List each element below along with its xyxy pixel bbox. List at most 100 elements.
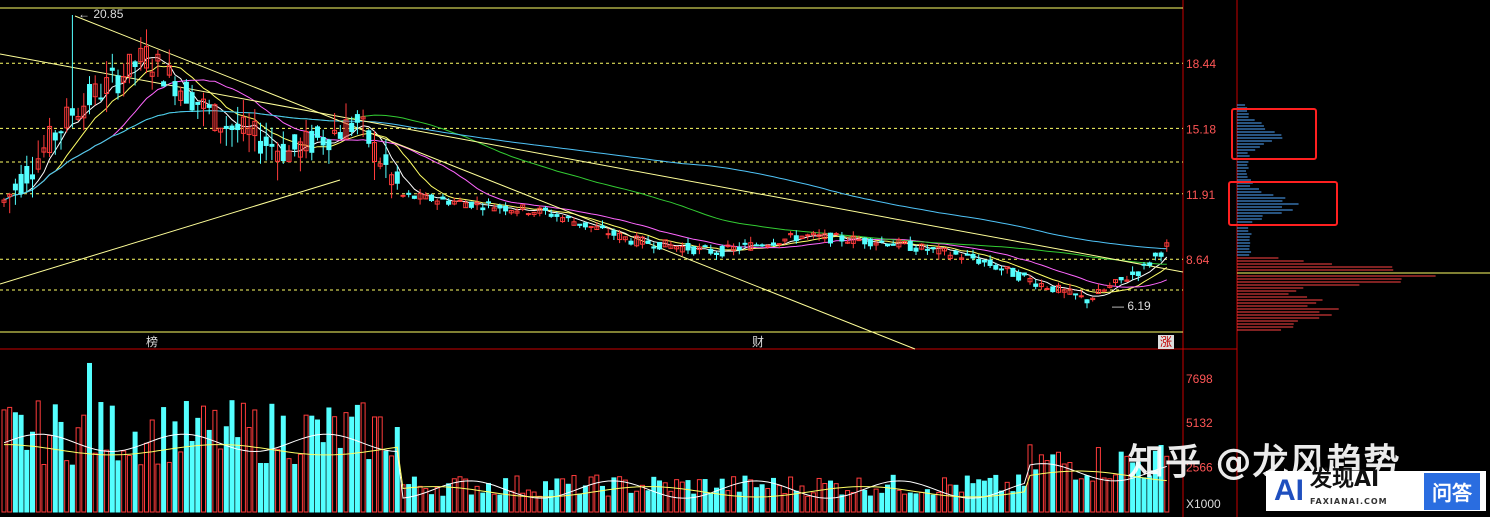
candle-body — [793, 235, 799, 242]
candle-body — [617, 232, 623, 241]
volume-bar — [890, 474, 896, 513]
volume-bar — [565, 483, 571, 513]
badge-sub: FAXIANAI.COM — [1310, 497, 1388, 506]
candle-body — [212, 104, 218, 131]
volume-bar — [503, 478, 509, 513]
volume-tick-label: 2566 — [1186, 461, 1213, 475]
volume-bar — [155, 463, 161, 513]
candle-body — [634, 235, 640, 247]
candle-body — [1090, 297, 1096, 301]
volume-bar — [828, 480, 833, 513]
candle-body — [240, 116, 246, 134]
candle-body — [195, 101, 201, 105]
candle-body — [850, 235, 856, 244]
candle-body — [1033, 283, 1039, 287]
candle-body — [679, 246, 685, 253]
volume-bar — [611, 477, 617, 513]
candles-group[interactable] — [1, 15, 1170, 309]
candle-body — [349, 122, 355, 133]
volume-bar — [1164, 455, 1170, 513]
volume-bar — [520, 492, 526, 513]
volume-bar — [1038, 454, 1044, 513]
volume-bar — [195, 417, 201, 513]
candle-body — [942, 247, 947, 252]
candle-body — [269, 143, 275, 147]
volume-bar — [252, 409, 258, 513]
event-marker: 榜 — [146, 334, 158, 349]
volume-bar — [275, 448, 281, 513]
candle-body — [947, 254, 953, 259]
candle-body — [753, 244, 759, 247]
candle-body — [360, 116, 366, 120]
faxianai-badge[interactable]: AI 发现AI FAXIANAI.COM 问答 — [1266, 469, 1486, 511]
volume-unit-label: X1000 — [1186, 497, 1221, 511]
candle-body — [708, 248, 714, 254]
volume-bar — [315, 419, 320, 513]
volume-bar — [845, 490, 851, 513]
candle-body — [206, 104, 212, 108]
volume-bar — [771, 477, 776, 513]
candle-body — [1004, 266, 1010, 270]
candle-body — [999, 268, 1004, 271]
price-label: 11.91 — [1186, 188, 1215, 202]
volume-bar — [286, 458, 292, 513]
candle-body — [714, 252, 719, 256]
volume-bar — [839, 494, 845, 513]
candle-body — [1044, 288, 1050, 291]
candle-body — [788, 233, 794, 236]
volume-bar — [132, 431, 138, 513]
volume-bar — [634, 490, 640, 513]
volume-bar — [628, 492, 634, 513]
volume-bars[interactable] — [1, 362, 1170, 513]
candle-body — [286, 150, 292, 163]
candle-body — [166, 65, 172, 76]
candle-body — [178, 90, 184, 101]
volume-bar — [600, 485, 605, 513]
candle-body — [252, 120, 258, 137]
volume-bar — [497, 494, 503, 513]
overlay-lines — [0, 15, 1184, 350]
candle-body — [1073, 293, 1079, 296]
volume-bar — [742, 475, 748, 513]
volume-bar — [35, 400, 41, 513]
volume-bar — [736, 491, 742, 513]
candle-body — [577, 223, 583, 226]
volume-bar — [332, 416, 338, 513]
volume-bar — [622, 479, 628, 513]
qa-button[interactable]: 问答 — [1424, 472, 1480, 510]
candle-body — [902, 240, 908, 245]
candle-body — [343, 119, 349, 140]
candle-body — [468, 201, 474, 208]
candle-body — [1061, 289, 1067, 293]
candle-body — [463, 202, 469, 209]
candle-body — [525, 213, 531, 216]
candle-body — [548, 213, 554, 217]
volume-bar — [468, 494, 474, 513]
candle-body — [1027, 277, 1033, 283]
volume-bar — [429, 494, 434, 513]
candle-body — [474, 201, 480, 206]
candle-body — [765, 245, 771, 248]
volume-bar — [1130, 462, 1136, 513]
candle-body — [771, 242, 776, 246]
volume-bar — [178, 451, 184, 513]
candle-body — [75, 116, 81, 120]
volume-bar — [1010, 491, 1016, 513]
volume-bar — [349, 416, 355, 513]
candle-body — [126, 53, 132, 77]
candle-body — [571, 221, 577, 226]
candle-body — [645, 240, 651, 244]
candle-body — [1164, 242, 1170, 247]
event-marker: 财 — [752, 335, 764, 349]
candle-body — [12, 183, 18, 191]
volume-bar — [1124, 455, 1130, 513]
high-mark-label: ← 20.85 — [78, 7, 124, 21]
candle-body — [885, 243, 890, 247]
volume-bar — [320, 442, 326, 513]
volume-bar — [1113, 474, 1118, 513]
volume-bar — [440, 495, 446, 513]
candle-body — [92, 83, 98, 98]
volume-bar — [394, 427, 400, 513]
volume-bar — [805, 495, 811, 513]
